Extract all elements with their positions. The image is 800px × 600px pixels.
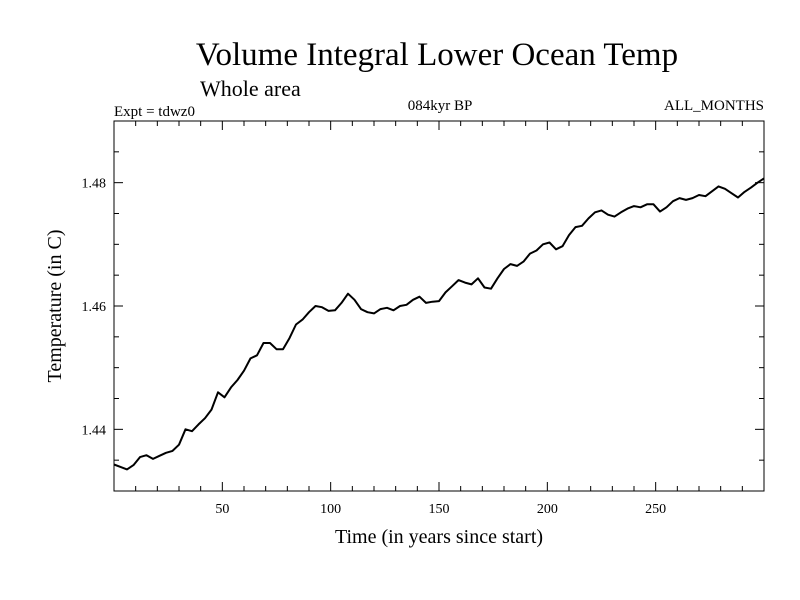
series-line	[113, 177, 765, 471]
x-axis-tick-labels: 50 100 150 200 250	[215, 502, 666, 517]
experiment-label: Expt = tdwz0	[114, 104, 195, 120]
period-label: 084kyr BP	[408, 98, 473, 114]
y-axis-label: Temperature (in C)	[44, 230, 66, 383]
chart-subtitle: Whole area	[200, 76, 301, 101]
y-tick-label: 1.46	[82, 300, 107, 315]
x-tick-label: 150	[429, 502, 450, 517]
x-tick-label: 200	[537, 502, 558, 517]
months-label: ALL_MONTHS	[664, 98, 764, 114]
x-axis-label: Time (in years since start)	[335, 526, 543, 548]
axis-ticks	[114, 121, 764, 491]
y-tick-label: 1.48	[82, 177, 107, 192]
plot-frame	[113, 120, 765, 492]
x-tick-label: 100	[320, 502, 341, 517]
chart-title: Volume Integral Lower Ocean Temp	[196, 37, 678, 73]
y-tick-label: 1.44	[82, 423, 107, 438]
x-tick-label: 250	[645, 502, 666, 517]
y-axis-tick-labels: 1.44 1.46 1.48	[82, 177, 107, 439]
x-tick-label: 50	[215, 502, 229, 517]
